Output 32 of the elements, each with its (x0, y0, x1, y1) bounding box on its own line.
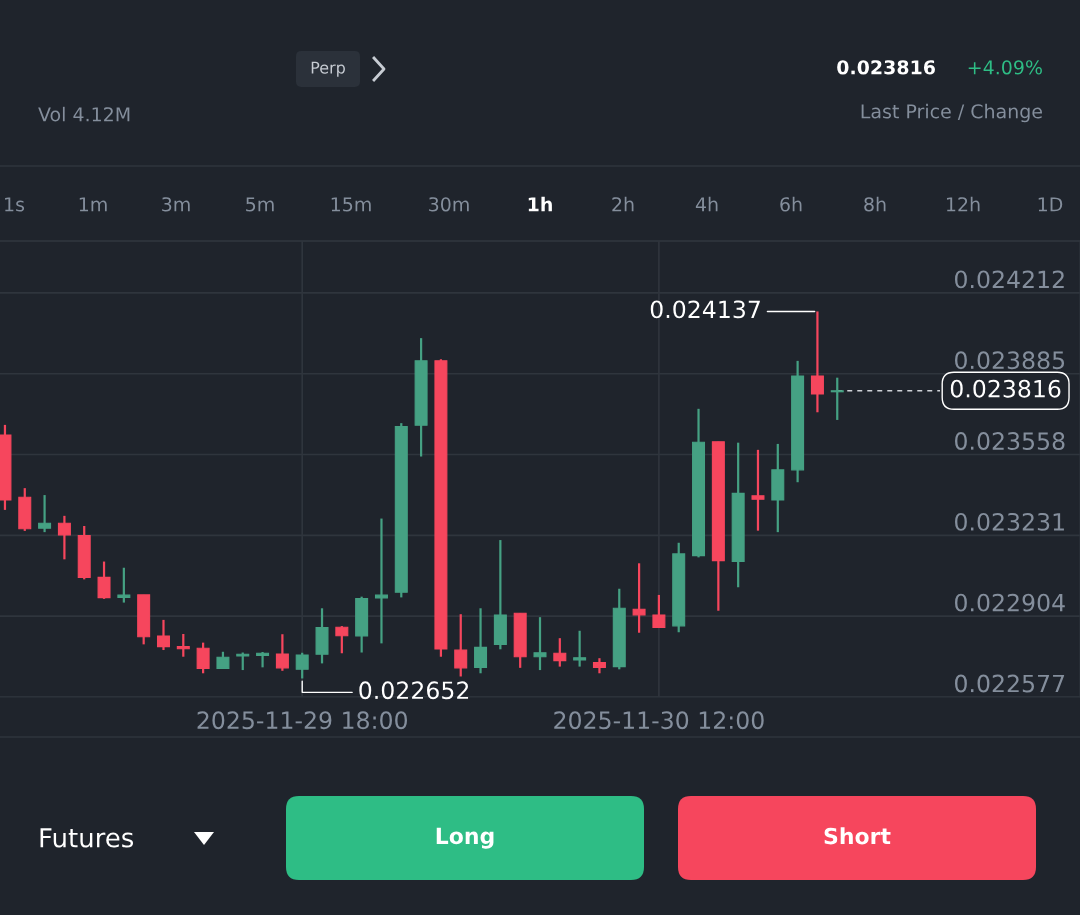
text: 1m (79, 197, 107, 212)
text: 30m (429, 197, 469, 212)
text: Short (824, 827, 891, 845)
text: 12h (946, 196, 980, 212)
text: 2h (612, 196, 634, 212)
text: 1D (1038, 197, 1063, 212)
text: Last Price / Change (861, 103, 1042, 123)
y-tick-label: 0.022577 (955, 674, 1065, 693)
text: 15m (331, 197, 371, 212)
text: 1h (528, 196, 552, 212)
ref-line-label: 0.023816 (950, 379, 1061, 398)
annotation: 0.022652 (359, 681, 469, 700)
text: 3m (162, 197, 190, 212)
x-tick-label: 2025-11-30 12:00 (554, 711, 764, 730)
text: Futures (40, 828, 134, 848)
x-tick-label: 2025-11-29 18:00 (197, 711, 408, 730)
text: 4h (695, 196, 718, 212)
text: 0.023816 (837, 60, 935, 75)
text: +4.09% (968, 60, 1042, 75)
text: Long (436, 827, 494, 849)
text: 1s (5, 197, 25, 212)
text: 5m (246, 197, 274, 212)
y-tick-label: 0.023558 (955, 432, 1065, 450)
annotation: 0.024137 (650, 300, 760, 319)
y-tick-label: 0.023885 (955, 351, 1065, 370)
text: Vol 4.12M (38, 106, 130, 122)
y-tick-label: 0.024212 (955, 270, 1064, 289)
y-tick-label: 0.023231 (955, 512, 1064, 531)
text: 8h (864, 196, 886, 212)
y-tick-label: 0.022904 (955, 593, 1065, 612)
text: Perp (311, 61, 345, 77)
text: 6h (780, 196, 802, 212)
